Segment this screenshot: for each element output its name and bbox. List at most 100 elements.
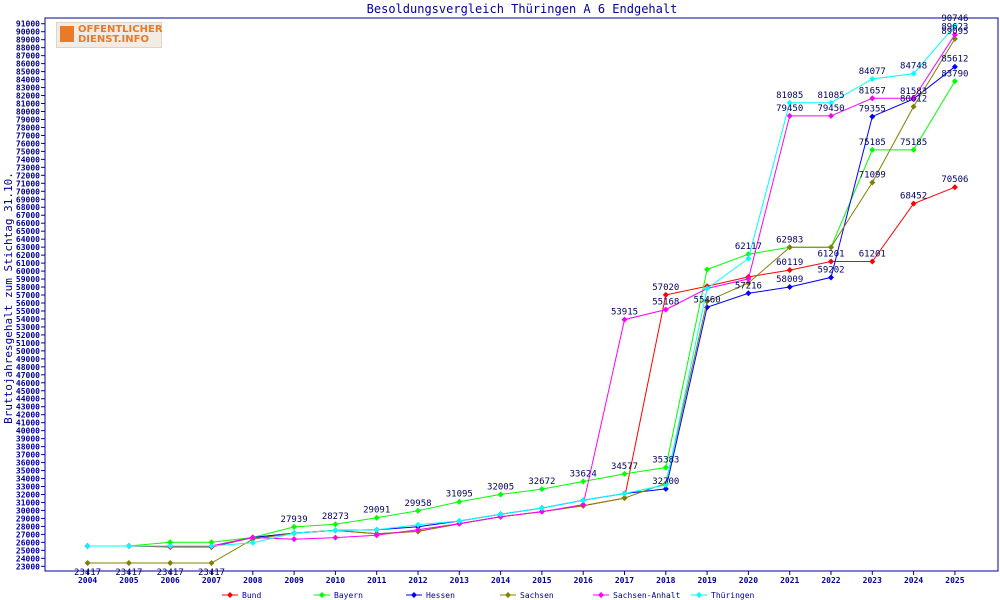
data-point-th-ringen: [291, 530, 298, 537]
y-tick-label: 27000: [16, 530, 40, 539]
x-tick-label: 2013: [450, 576, 469, 585]
data-point-sachsen-anhalt: [291, 536, 298, 543]
data-point-sachsen-anhalt: [786, 112, 793, 119]
y-tick-label: 25000: [16, 546, 40, 555]
data-point-bund: [662, 291, 669, 298]
data-point-th-ringen: [208, 542, 215, 549]
data-label: 32005: [487, 482, 514, 492]
y-tick-label: 76000: [16, 139, 40, 148]
y-tick-label: 54000: [16, 315, 40, 324]
logo-line-2: DIENST.INFO: [78, 34, 149, 45]
x-tick-label: 2009: [284, 576, 303, 585]
series-line-sachsen-anhalt: [87, 34, 956, 547]
data-point-sachsen: [125, 559, 132, 566]
data-point-bayern: [373, 514, 380, 521]
data-point-sachsen-anhalt: [415, 526, 421, 533]
data-point-hessen: [869, 113, 876, 120]
data-point-sachsen-anhalt: [869, 95, 876, 102]
data-label: 85612: [941, 55, 968, 65]
data-point-sachsen: [786, 244, 793, 251]
data-point-sachsen-anhalt: [745, 275, 752, 282]
y-tick-label: 91000: [16, 20, 40, 29]
data-point-bayern: [208, 539, 215, 546]
x-tick-label: 2022: [821, 576, 840, 585]
x-tick-label: 2024: [904, 576, 923, 585]
data-point-sachsen: [745, 280, 752, 287]
y-tick-label: 39000: [16, 435, 40, 444]
y-tick-label: 89000: [16, 36, 40, 45]
data-label: 79355: [859, 105, 886, 115]
legend-label-sachsen-anhalt: Sachsen-Anhalt: [613, 591, 681, 600]
x-tick-label: 2004: [78, 576, 97, 585]
data-point-sachsen-anhalt: [910, 95, 917, 102]
data-point-hessen: [745, 290, 752, 297]
data-label: 70506: [941, 175, 968, 185]
data-label: 81657: [859, 86, 886, 96]
y-tick-label: 37000: [16, 451, 40, 460]
data-label: 35383: [652, 455, 679, 465]
data-point-sachsen-anhalt: [249, 534, 256, 541]
data-point-th-ringen: [497, 511, 504, 518]
data-point-bund: [869, 258, 876, 265]
y-tick-label: 38000: [16, 443, 40, 452]
x-tick-label: 2015: [532, 576, 551, 585]
y-tick-label: 26000: [16, 538, 40, 547]
data-label: 58009: [776, 275, 803, 285]
y-tick-label: 45000: [16, 387, 40, 396]
legend-label-hessen: Hessen: [426, 591, 455, 600]
y-tick-label: 70000: [16, 187, 40, 196]
y-tick-label: 72000: [16, 171, 40, 180]
y-tick-label: 84000: [16, 76, 40, 85]
data-label: 71099: [859, 171, 886, 181]
data-point-th-ringen: [456, 518, 463, 525]
y-tick-label: 41000: [16, 419, 40, 428]
data-label: 79450: [817, 104, 844, 114]
data-label: 29091: [363, 506, 390, 516]
data-point-sachsen: [621, 495, 628, 502]
data-point-th-ringen: [869, 75, 876, 82]
x-tick-label: 2014: [491, 576, 510, 585]
y-tick-label: 51000: [16, 339, 40, 348]
data-label: 62983: [776, 235, 803, 245]
data-label: 23417: [198, 568, 225, 578]
data-point-bayern: [291, 523, 298, 530]
data-point-sachsen: [167, 559, 174, 566]
data-point-sachsen: [828, 244, 834, 251]
data-point-th-ringen: [786, 99, 793, 106]
y-tick-label: 81000: [16, 100, 40, 109]
y-tick-label: 67000: [16, 211, 40, 220]
y-tick-label: 40000: [16, 427, 40, 436]
data-label: 34577: [611, 462, 638, 472]
y-tick-label: 42000: [16, 411, 40, 420]
data-point-bayern: [538, 486, 545, 493]
y-tick-label: 33000: [16, 483, 40, 492]
y-tick-label: 86000: [16, 60, 40, 69]
data-label: 90746: [941, 14, 968, 24]
y-tick-label: 61000: [16, 259, 40, 268]
data-point-sachsen: [208, 559, 215, 566]
x-tick-label: 2023: [863, 576, 882, 585]
data-point-hessen: [662, 485, 669, 492]
data-label: 84748: [900, 62, 927, 72]
data-point-bund: [828, 258, 834, 265]
data-label: 81583: [900, 87, 927, 97]
x-tick-label: 2005: [119, 576, 138, 585]
y-tick-label: 31000: [16, 498, 40, 507]
y-tick-label: 64000: [16, 235, 40, 244]
data-point-th-ringen: [662, 481, 669, 488]
data-label: 75185: [859, 138, 886, 148]
data-label: 80612: [900, 95, 927, 105]
data-point-th-ringen: [167, 542, 174, 549]
y-tick-label: 48000: [16, 363, 40, 372]
x-tick-label: 2010: [326, 576, 345, 585]
data-point-bayern: [704, 266, 711, 273]
data-point-th-ringen: [332, 527, 339, 534]
data-point-bayern: [621, 470, 628, 477]
y-tick-label: 49000: [16, 355, 40, 364]
y-tick-label: 85000: [16, 68, 40, 77]
x-tick-label: 2017: [615, 576, 634, 585]
y-tick-label: 68000: [16, 203, 40, 212]
y-tick-label: 55000: [16, 307, 40, 316]
